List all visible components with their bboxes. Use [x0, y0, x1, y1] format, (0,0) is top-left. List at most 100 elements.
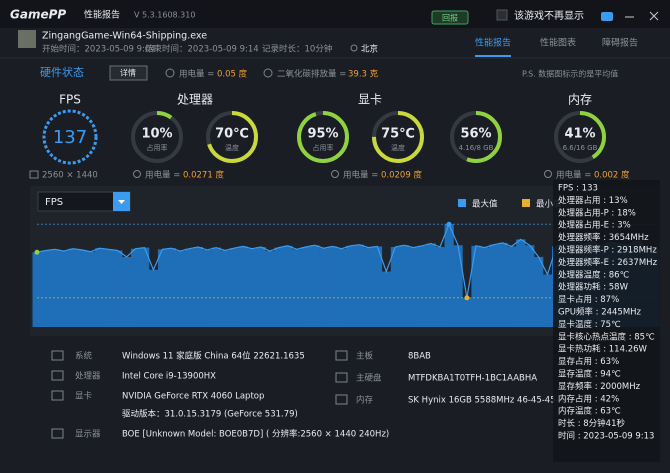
info-icon	[51, 350, 64, 361]
gauge-arc	[554, 111, 606, 163]
power-icon	[331, 170, 339, 178]
info-label: 系统	[75, 351, 93, 362]
monitor-icon	[29, 170, 39, 179]
tooltip-line: 处理器频率 : 3654MHz	[558, 232, 649, 243]
info-label: 内存	[356, 395, 374, 406]
checkbox[interactable]	[496, 9, 508, 21]
report-button-text[interactable]: 回报	[442, 13, 458, 23]
tab[interactable]: 障碍报告	[602, 37, 638, 49]
tooltip-line: 处理器温度 : 86℃	[558, 269, 630, 280]
tab[interactable]: 性能图表	[540, 37, 576, 49]
metric-select-text[interactable]: FPS	[45, 197, 63, 208]
fps-bar	[256, 246, 266, 327]
fps-bar	[426, 243, 436, 327]
power-label: 用电量 =	[343, 170, 378, 181]
co2-value: 39.3 克	[348, 70, 379, 80]
gauge-arc	[131, 111, 183, 163]
fps-bar	[59, 251, 69, 327]
fps-bar	[319, 248, 329, 327]
info-icon	[51, 390, 64, 401]
fps-bar	[417, 245, 427, 327]
tooltip-line: 显卡占用 : 87%	[558, 294, 619, 305]
info-icon	[335, 350, 348, 361]
tab[interactable]: 性能报告	[475, 37, 511, 49]
details-button-text[interactable]: 详情	[120, 68, 136, 78]
gauge-arc	[206, 111, 258, 163]
tooltip-line: 时间 : 2023-05-09 9:13	[558, 431, 654, 442]
fps-bar	[202, 249, 212, 327]
tooltip-line: FPS : 133	[558, 184, 598, 194]
window-title: 性能报告	[84, 9, 120, 21]
details-button[interactable]	[109, 65, 148, 81]
power-label: 用电量 =	[145, 170, 180, 181]
fps-bar	[381, 271, 392, 327]
tooltip-line: 处理器占用-P : 18%	[558, 207, 636, 218]
fps-bar	[193, 246, 203, 327]
fps-bar	[292, 249, 302, 327]
info-icon	[335, 394, 348, 405]
info-value: SK Hynix 16GB 5588MHz 46-45-45-45	[408, 396, 570, 406]
fps-bar	[408, 247, 418, 327]
fps-bar	[283, 245, 293, 327]
fps-bar	[104, 249, 114, 327]
power-value: 0.002 度	[594, 170, 630, 181]
power-label: 用电量 =	[556, 170, 591, 181]
duration: 记录时长：10分钟	[262, 44, 332, 55]
legend-swatch	[522, 199, 530, 207]
fps-title: FPS	[59, 93, 81, 107]
fps-ring	[42, 109, 98, 165]
hide-game[interactable]: 该游戏不再显示	[514, 9, 584, 22]
info-value: NVIDIA GeForce RTX 4060 Laptop	[122, 392, 264, 402]
game-icon	[18, 30, 36, 48]
gauge-caption: 温度	[225, 143, 239, 152]
fps-bar	[95, 248, 105, 327]
start-point	[34, 249, 40, 255]
info-label: 主板	[356, 351, 374, 362]
camera-icon[interactable]	[601, 12, 613, 21]
close-icon[interactable]	[649, 11, 659, 21]
fps-bar	[498, 242, 508, 327]
report-button[interactable]	[431, 10, 469, 25]
min-point	[464, 295, 470, 301]
gauge-value: 75℃	[381, 127, 415, 142]
info-value: MTFDKBA1T0TFH-1BC1AABHA	[408, 374, 537, 384]
fps-bar	[68, 248, 78, 327]
fps-bar	[41, 250, 51, 327]
fps-bar	[77, 249, 87, 327]
game-name: ZingangGame-Win64-Shipping.exe	[42, 31, 207, 42]
gauge-arc	[450, 111, 502, 163]
fps-bar	[211, 247, 221, 327]
section-title: 硬件状态	[40, 65, 84, 79]
end-time: 结束时间：2023-05-09 9:14	[145, 44, 259, 55]
power-value: 0.05 度	[217, 69, 248, 80]
max-point	[446, 221, 452, 227]
fps-bar	[113, 250, 123, 327]
tooltip-line: 显存占用 : 63%	[558, 356, 619, 367]
note: P.S. 数据图标示的是平均值	[522, 69, 618, 79]
fps-bar	[462, 297, 472, 327]
fps-bar	[238, 246, 248, 327]
gauge-caption: 4.16/8 GB	[459, 144, 494, 152]
memory-title: 内存	[568, 93, 592, 107]
gpu-title: 显卡	[358, 93, 382, 107]
top-bar	[0, 0, 670, 28]
tooltip-line: 处理器占用 : 13%	[558, 195, 628, 206]
fps-chart	[32, 221, 660, 327]
info-icon	[51, 428, 64, 439]
fps-bar	[489, 244, 499, 327]
fps-bar	[140, 247, 150, 327]
tooltip-line: 处理器占用-E : 3%	[558, 220, 631, 231]
fps-bar	[86, 251, 96, 327]
fps-bar	[399, 245, 409, 327]
cpu-title: 处理器	[177, 93, 213, 107]
gauge-arc	[372, 111, 424, 163]
gauge-value: 56%	[460, 127, 491, 142]
info-label: 主硬盘	[356, 373, 382, 384]
tooltip-line: 处理器频率-P : 2918MHz	[558, 245, 657, 256]
location-icon	[350, 44, 358, 52]
fps-bar	[543, 274, 553, 327]
info-value: Intel Core i9-13900HX	[122, 372, 216, 382]
fps-bar	[131, 248, 141, 327]
